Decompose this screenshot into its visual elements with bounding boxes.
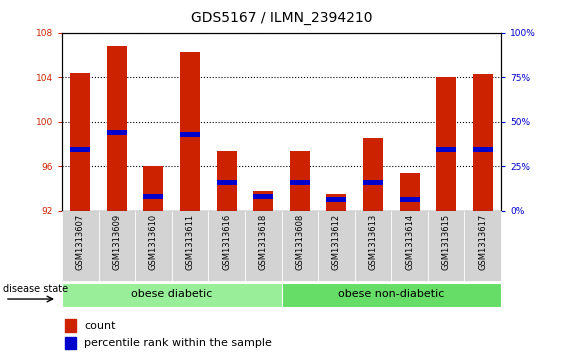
Bar [217, 151, 236, 211]
Bar [355, 211, 391, 281]
Bar [180, 132, 200, 138]
Bar [62, 211, 99, 281]
Bar [436, 147, 456, 152]
Bar [400, 197, 419, 202]
Text: GSM1313618: GSM1313618 [259, 214, 267, 270]
Bar [144, 193, 163, 199]
Bar [282, 283, 501, 307]
Bar [180, 52, 200, 211]
Bar [391, 211, 428, 281]
Bar [62, 283, 282, 307]
Bar [473, 74, 493, 211]
Text: GSM1313611: GSM1313611 [186, 214, 194, 270]
Text: obese non-diabetic: obese non-diabetic [338, 289, 444, 299]
Bar [464, 211, 501, 281]
Text: GSM1313616: GSM1313616 [222, 214, 231, 270]
Text: disease state: disease state [3, 284, 68, 294]
Bar [253, 193, 273, 199]
Text: GSM1313613: GSM1313613 [369, 214, 377, 270]
Text: GSM1313607: GSM1313607 [76, 214, 84, 270]
Bar [282, 211, 318, 281]
Bar [473, 147, 493, 152]
Bar [135, 211, 172, 281]
Bar [245, 211, 282, 281]
Bar [172, 211, 208, 281]
Bar [208, 211, 245, 281]
Bar [70, 147, 90, 152]
Bar [253, 191, 273, 211]
Bar [65, 337, 76, 349]
Bar [318, 211, 355, 281]
Bar [217, 180, 236, 185]
Bar [65, 319, 76, 332]
Bar [428, 211, 464, 281]
Bar [363, 138, 383, 211]
Text: GSM1313612: GSM1313612 [332, 214, 341, 270]
Text: count: count [84, 321, 116, 331]
Bar [99, 211, 135, 281]
Bar [107, 130, 127, 135]
Bar [400, 173, 419, 211]
Text: GSM1313610: GSM1313610 [149, 214, 158, 270]
Bar [144, 166, 163, 211]
Bar [107, 46, 127, 211]
Bar [363, 180, 383, 185]
Text: GSM1313617: GSM1313617 [479, 214, 487, 270]
Bar [327, 194, 346, 211]
Text: GSM1313609: GSM1313609 [113, 214, 121, 270]
Bar [436, 77, 456, 211]
Bar [290, 151, 310, 211]
Text: obese diabetic: obese diabetic [131, 289, 212, 299]
Text: GSM1313615: GSM1313615 [442, 214, 450, 270]
Text: GDS5167 / ILMN_2394210: GDS5167 / ILMN_2394210 [191, 11, 372, 25]
Text: GSM1313608: GSM1313608 [296, 214, 304, 270]
Text: percentile rank within the sample: percentile rank within the sample [84, 338, 272, 348]
Text: GSM1313614: GSM1313614 [405, 214, 414, 270]
Bar [327, 197, 346, 202]
Bar [290, 180, 310, 185]
Bar [70, 73, 90, 211]
